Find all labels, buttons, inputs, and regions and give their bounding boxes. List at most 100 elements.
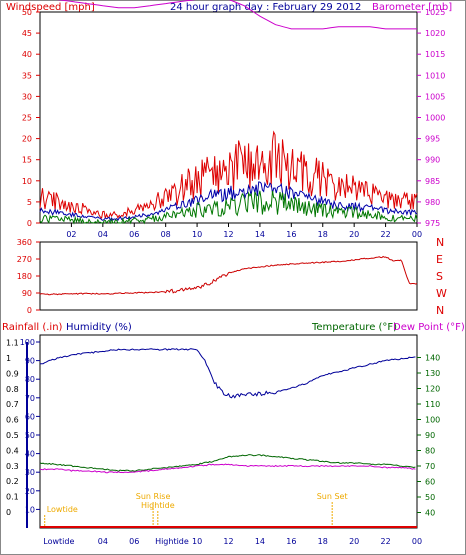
windspeed-ticks: 0 5 10 15 20 25 30 35 40 45 50 <box>22 8 40 228</box>
rainfall-tick-label: 0.7 <box>6 400 19 409</box>
humidity-ticks: 10 20 30 40 50 60 70 80 90 100 <box>20 338 40 514</box>
rainfall-tick-label: 0.4 <box>6 446 19 455</box>
event-label: Hightide <box>141 501 175 510</box>
series-wind_gust <box>39 130 418 219</box>
temperature-ticks: 40 50 60 70 80 90 100 110 120 130 140 <box>417 354 440 518</box>
series-wind_low <box>39 190 418 225</box>
temperature-tick-label: 80 <box>425 447 435 456</box>
humidity-tick-label: 10 <box>25 505 35 514</box>
rainfall-tick-label: 1.1 <box>6 339 19 348</box>
barometer-tick-label: 1000 <box>425 114 445 123</box>
series-humidity <box>39 348 416 399</box>
temperature-tick-label: 130 <box>425 369 440 378</box>
rainfall-tick-label: 1 <box>6 354 11 363</box>
temperature-tick-label: 140 <box>425 354 440 363</box>
compass-label: S <box>436 270 443 283</box>
hour-tick-label: 12 <box>223 230 233 239</box>
hour-tick-label: 14 <box>255 230 265 239</box>
hour-tick-label: 06 <box>129 230 139 239</box>
bottom-hour-label: 14 <box>255 537 265 546</box>
windspeed-tick-label: 25 <box>22 114 32 123</box>
dewpoint-axis-label: Dew Point (°F) <box>393 322 465 333</box>
barometer-tick-label: 985 <box>425 177 440 186</box>
barometer-tick-label: 995 <box>425 135 440 144</box>
event-label: Sun Rise <box>136 492 171 501</box>
hour-tick-label: 02 <box>66 230 76 239</box>
windspeed-tick-label: 45 <box>22 29 32 38</box>
barometer-axis-label: Barometer [mb] <box>372 2 452 13</box>
series-wind_direction <box>39 255 418 296</box>
bottom-hour-label: Hightide <box>155 537 189 546</box>
rainfall-tick-label: 0.2 <box>6 477 19 486</box>
humidity-tick-label: 100 <box>20 338 35 347</box>
bottom-hour-label: 06 <box>129 537 139 546</box>
compass-label: W <box>436 287 447 300</box>
compass-label: N <box>436 236 444 249</box>
temperature-tick-label: 110 <box>425 400 440 409</box>
temperature-tick-label: 100 <box>425 416 440 425</box>
temperature-tick-label: 90 <box>425 431 435 440</box>
temperature-axis-label: Temperature (°F) <box>311 322 397 333</box>
hour-tick-label: 16 <box>286 230 296 239</box>
direction-tick-label: 360 <box>17 238 32 247</box>
direction-series <box>39 255 418 296</box>
rainfall-tick-label: 0.9 <box>6 369 19 378</box>
series-temperature <box>39 454 416 472</box>
humidity-tick-label: 30 <box>25 468 35 477</box>
series-dewpoint <box>39 463 416 474</box>
humidity-tick-label: 60 <box>25 412 35 421</box>
hour-tick-label: 08 <box>161 230 171 239</box>
hour-labels-bottom: Lowtide 04 06 Hightide 10 12 14 16 18 20 22 00 <box>43 537 422 546</box>
rain-humidity-temp-panel: 0 0.1 0.2 0.3 0.4 0.5 0.6 0.7 0.8 0.9 1 1.1 10 20 30 4… <box>6 334 440 546</box>
windspeed-tick-label: 5 <box>27 198 32 207</box>
direction-tick-label: 90 <box>22 289 32 298</box>
windspeed-tick-label: 15 <box>22 156 32 165</box>
rainfall-tick-label: 0.3 <box>6 462 19 471</box>
windspeed-tick-label: 35 <box>22 71 32 80</box>
humidity-tick-label: 80 <box>25 375 35 384</box>
rainfall-tick-label: 0.8 <box>6 385 19 394</box>
temperature-tick-label: 50 <box>425 493 435 502</box>
bottom-hour-label: 16 <box>286 537 296 546</box>
event-label: Lowtide <box>47 505 78 514</box>
bottom-hour-label: 22 <box>380 537 390 546</box>
rainfall-tick-label: 0.6 <box>6 416 19 425</box>
windspeed-tick-label: 20 <box>22 135 32 144</box>
barometer-ticks: 975 980 985 990 995 1000 1005 1010 1015 1020 1025 <box>417 8 445 228</box>
windspeed-axis-label: Windspeed [mph] <box>6 2 95 13</box>
barometer-tick-label: 1020 <box>425 29 445 38</box>
compass-label: E <box>436 253 443 266</box>
barometer-tick-label: 1015 <box>425 50 445 59</box>
humidity-tick-label: 40 <box>25 450 35 459</box>
direction-tick-label: 270 <box>17 255 32 264</box>
barometer-tick-label: 980 <box>425 198 440 207</box>
rainfall-axis-label: Rainfall (.in) <box>2 322 63 333</box>
humidity-tick-label: 20 <box>25 487 35 496</box>
rainfall-tick-label: 0.5 <box>6 431 19 440</box>
compass-label: N <box>436 304 444 317</box>
windspeed-tick-label: 0 <box>27 219 32 228</box>
bottom-hour-label: Lowtide <box>43 537 74 546</box>
series-barometer <box>56 0 417 30</box>
rainfall-tick-label: 0 <box>6 508 11 517</box>
direction-tick-label: 0 <box>27 306 32 315</box>
windspeed-tick-label: 10 <box>22 177 32 186</box>
event-label: Sun Set <box>317 492 348 501</box>
bottom-hour-label: 10 <box>192 537 202 546</box>
windspeed-tick-label: 50 <box>22 8 32 17</box>
hour-tick-label: 22 <box>380 230 390 239</box>
bottom-hour-label: 12 <box>223 537 233 546</box>
hour-tick-label: 10 <box>192 230 202 239</box>
bottom-hour-label: 04 <box>98 537 108 546</box>
temperature-tick-label: 40 <box>425 509 435 518</box>
temperature-tick-label: 120 <box>425 385 440 394</box>
humidity-tick-label: 90 <box>25 357 35 366</box>
windspeed-tick-label: 30 <box>22 92 32 101</box>
hour-tick-label: 20 <box>349 230 359 239</box>
graph-title: 24 hour graph day : February 29 2012 <box>170 2 361 13</box>
hour-ticks-top: 02 04 06 08 10 12 14 16 18 20 22 00 <box>66 223 422 239</box>
